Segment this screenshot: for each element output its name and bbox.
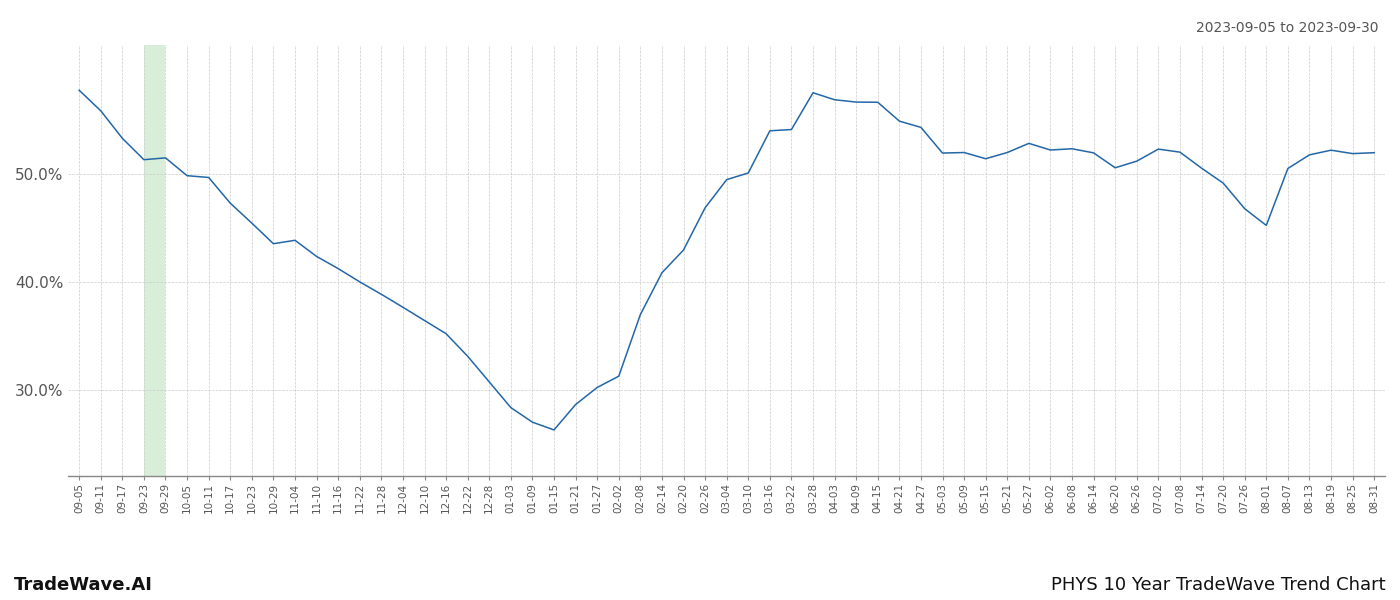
Text: TradeWave.AI: TradeWave.AI xyxy=(14,576,153,594)
Text: 2023-09-05 to 2023-09-30: 2023-09-05 to 2023-09-30 xyxy=(1197,21,1379,35)
Text: PHYS 10 Year TradeWave Trend Chart: PHYS 10 Year TradeWave Trend Chart xyxy=(1051,576,1386,594)
Bar xyxy=(144,45,165,476)
